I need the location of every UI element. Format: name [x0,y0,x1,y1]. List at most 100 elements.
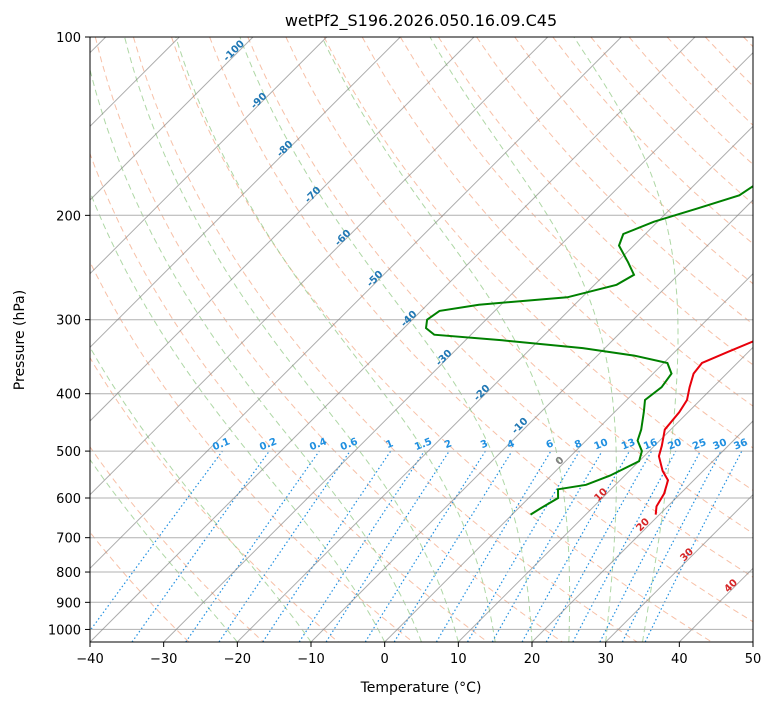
x-tick-label: −30 [150,652,177,667]
mixing-ratio-label: 2 [443,438,454,451]
isotherm-label: 0 [554,455,567,468]
mixing-ratio-line [262,450,392,642]
moist-adiabat-line [429,37,617,642]
mixing-ratio-line [572,450,677,642]
mixing-ratio-line [364,450,486,642]
temperature-profile-line [654,340,753,515]
isotherm-label: -80 [275,139,296,160]
isotherm-label: -70 [303,185,324,206]
mixing-ratio-label: 30 [712,437,729,452]
moist-adiabat-line [175,37,496,642]
mixing-ratio-line [218,450,351,642]
x-tick-label: −10 [297,652,324,667]
mixing-ratio-label: 6 [545,438,556,451]
y-axis: 100 200 300 400 500 600 700 800 900 1000 [48,31,90,638]
isotherm-line [90,37,696,642]
mixing-ratio-line [466,450,580,642]
background-lines [90,37,753,642]
mixing-ratio-line [131,450,270,642]
x-tick-label: −20 [224,652,251,667]
isotherm-label: 40 [722,577,740,595]
chart-title: wetPf2_S196.2026.050.16.09.C45 [285,11,557,31]
x-tick-label: 40 [671,652,688,667]
dry-adiabat-line [514,37,753,285]
y-axis-label: Pressure (hPa) [12,290,28,390]
y-tick-label: 600 [56,492,81,507]
isotherm-label: -40 [399,309,420,330]
y-tick-label: 700 [56,532,81,547]
mixing-ratio-line [545,450,653,642]
isotherm-label: -60 [333,228,354,249]
isotherm-label: 30 [678,546,696,564]
isotherm-label: -20 [472,383,493,404]
mixing-ratio-label: 10 [593,437,610,452]
x-axis: −40 −30 −20 −10 0 10 20 30 40 50 [76,642,761,667]
dry-adiabat-line [323,37,753,491]
dry-adiabat-line [90,152,488,642]
isotherm-label: -90 [249,91,270,112]
y-tick-label: 1000 [48,623,81,638]
dewpoint-profile-line [424,184,753,516]
pressure-grid [90,37,753,630]
sounding-profiles [424,184,753,516]
mixing-ratio-line [393,450,513,642]
mixing-ratio-line [521,450,631,642]
mixing-ratio-label: 20 [666,437,683,452]
x-tick-label: 30 [597,652,614,667]
moist-adiabat-line [90,67,422,642]
mixing-ratio-line [90,450,223,632]
x-tick-label: 0 [381,652,389,667]
mixing-ratio-line [599,450,702,642]
dry-adiabat-line [743,37,753,48]
x-tick-label: 20 [524,652,541,667]
isotherm-line [310,199,753,642]
isotherm-label: -50 [365,269,386,290]
isotherm-label: -30 [434,348,455,369]
line-labels: 0.1 0.2 0.4 0.6 1 1.5 2 3 4 6 8 10 13 16 20 25 30 36-100-… [211,38,749,595]
isotherm-line [384,272,753,642]
moist-adiabat-line [90,458,238,642]
y-tick-label: 300 [56,314,81,329]
dry-adiabat-line [132,37,638,642]
isotherm-label: 10 [592,486,610,504]
x-tick-label: 50 [745,652,762,667]
y-tick-label: 200 [56,209,81,224]
mixing-ratio-label: 8 [573,438,584,451]
isotherm-line [90,37,622,570]
mixing-ratio-line [435,450,552,642]
moist-adiabat-line [239,37,533,642]
dry-adiabat-line [552,37,753,245]
dry-adiabat-line [476,37,753,325]
isotherm-line [605,493,753,642]
moist-adiabat-line [321,37,571,642]
y-tick-label: 800 [56,566,81,581]
moist-adiabat-line [573,37,679,642]
isotherm-line [163,51,753,642]
isotherm-lines [90,37,753,642]
dry-adiabat-line [704,37,753,87]
x-axis-label: Temperature (°C) [360,680,482,696]
mixing-ratio-label: 25 [691,437,708,452]
moist-adiabat-line [124,37,459,642]
y-tick-label: 100 [56,31,81,46]
dry-adiabat-line [90,260,414,642]
y-tick-label: 900 [56,596,81,611]
mixing-ratio-line [644,450,743,642]
dry-adiabat-line [209,37,753,623]
mixing-ratio-label: 36 [732,437,749,452]
dry-adiabat-line [285,37,753,535]
isotherm-label: -100 [221,38,247,64]
dry-adiabat-line [94,37,563,642]
dry-adiabat-line [90,446,264,642]
mixing-ratio-label: 4 [506,438,517,451]
mixing-ratio-label: 16 [642,437,659,452]
moist-adiabat-line [90,346,312,642]
mixing-ratio-label: 13 [620,437,637,452]
x-tick-label: −40 [76,652,103,667]
isotherm-line [457,346,753,642]
dry-adiabat-line [90,356,339,642]
plot-frame [89,36,754,643]
mixing-ratio-line [185,450,320,642]
isotherm-line [752,641,753,642]
isotherm-line [236,125,753,642]
